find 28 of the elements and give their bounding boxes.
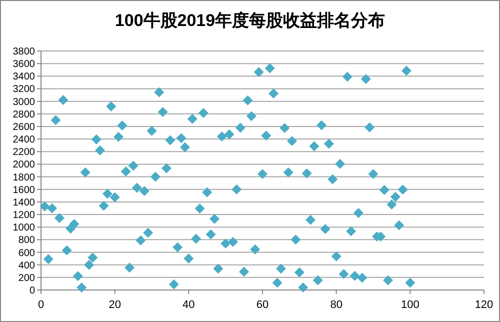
y-tick-label: 3400 bbox=[12, 72, 36, 83]
y-tick-label: 2200 bbox=[12, 147, 36, 158]
y-tick-label: 0 bbox=[29, 286, 36, 296]
x-tick-label: 0 bbox=[38, 299, 44, 311]
chart-title: 100牛股2019年度每股收益排名分布 bbox=[114, 11, 386, 30]
y-tick-label: 3200 bbox=[12, 84, 36, 96]
y-tick-label: 1800 bbox=[12, 172, 36, 184]
y-tick-label: 3000 bbox=[12, 96, 36, 108]
x-tick-label: 60 bbox=[256, 299, 269, 311]
x-tick-label: 120 bbox=[474, 299, 494, 311]
y-tick-label: 400 bbox=[18, 260, 36, 272]
y-tick-label: 3600 bbox=[12, 59, 36, 70]
y-tick-label: 1000 bbox=[12, 222, 36, 234]
y-tick-label: 2400 bbox=[12, 134, 36, 146]
y-tick-label: 200 bbox=[18, 272, 36, 284]
x-tick-label: 100 bbox=[400, 299, 420, 311]
y-tick-label: 1400 bbox=[12, 197, 36, 208]
x-tick-label: 20 bbox=[108, 299, 121, 311]
y-tick-label: 2600 bbox=[12, 122, 36, 133]
y-tick-label: 1200 bbox=[12, 210, 36, 222]
y-tick-label: 2800 bbox=[12, 109, 36, 120]
x-tick-label: 80 bbox=[330, 299, 342, 311]
y-tick-label: 3800 bbox=[12, 46, 36, 58]
y-tick-label: 1600 bbox=[12, 184, 36, 196]
y-tick-label: 600 bbox=[18, 248, 36, 259]
y-tick-label: 800 bbox=[18, 235, 36, 246]
y-tick-label: 2000 bbox=[12, 160, 36, 171]
x-tick-label: 40 bbox=[182, 299, 195, 311]
